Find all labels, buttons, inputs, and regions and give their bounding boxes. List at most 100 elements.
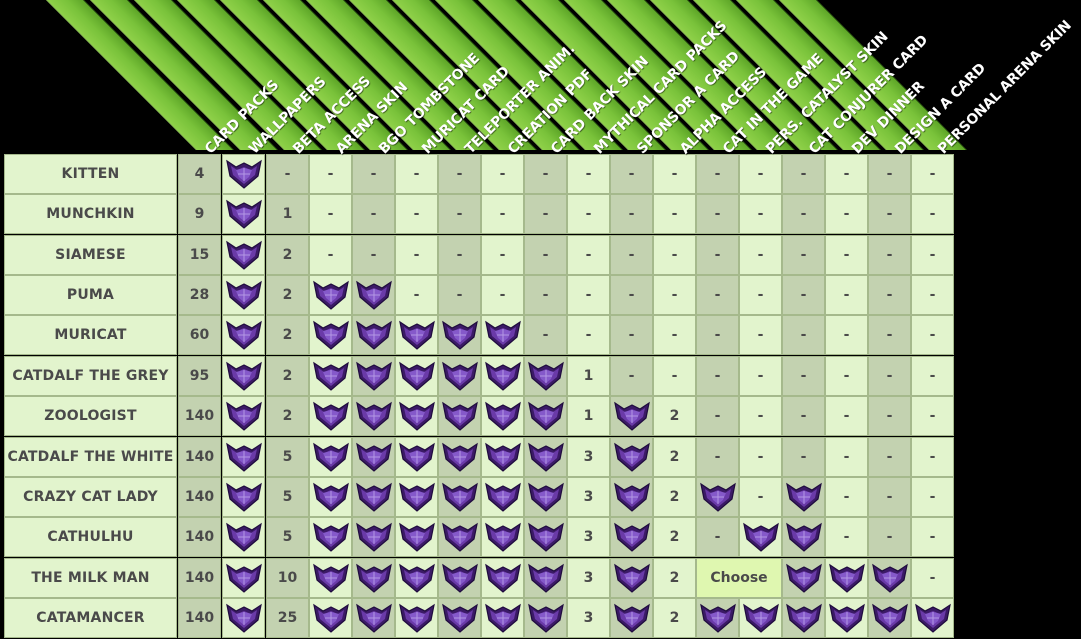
not-included-cell: -	[825, 356, 868, 396]
cat-crest-icon	[441, 401, 478, 431]
not-included-cell: -	[395, 154, 438, 194]
included-cell	[438, 477, 481, 517]
quantity-cell: 3	[567, 437, 610, 477]
not-included-cell: -	[567, 235, 610, 275]
not-included-cell: -	[868, 275, 911, 315]
not-included-cell: -	[524, 275, 567, 315]
cat-crest-icon	[785, 603, 822, 633]
not-included-cell: -	[868, 154, 911, 194]
cat-crest-icon	[355, 603, 392, 633]
not-included-cell: -	[438, 235, 481, 275]
tier-name: KITTEN	[4, 154, 177, 194]
not-included-cell: -	[868, 477, 911, 517]
included-cell	[352, 356, 395, 396]
not-included-cell: -	[739, 356, 782, 396]
not-included-cell: -	[782, 356, 825, 396]
not-included-cell: -	[911, 315, 954, 355]
cat-crest-icon	[398, 603, 435, 633]
cat-crest-icon	[484, 482, 521, 512]
not-included-cell: -	[395, 235, 438, 275]
not-included-cell: -	[739, 315, 782, 355]
not-included-cell: -	[395, 194, 438, 234]
cat-crest-icon	[484, 401, 521, 431]
included-cell	[222, 356, 265, 396]
tier-name: ZOOLOGIST	[4, 396, 177, 436]
quantity-cell: 2	[653, 437, 696, 477]
quantity-cell: 3	[567, 517, 610, 557]
cat-crest-icon	[613, 563, 650, 593]
quantity-cell: 5	[266, 477, 309, 517]
cat-crest-icon	[355, 320, 392, 350]
not-included-cell: -	[825, 154, 868, 194]
not-included-cell: -	[524, 154, 567, 194]
not-included-cell: -	[782, 154, 825, 194]
included-cell	[352, 477, 395, 517]
cat-crest-icon	[441, 361, 478, 391]
included-cell	[352, 558, 395, 598]
included-cell	[352, 437, 395, 477]
cat-crest-icon	[355, 361, 392, 391]
included-cell	[524, 396, 567, 436]
cat-crest-icon	[527, 603, 564, 633]
cat-crest-icon	[312, 442, 349, 472]
tier-name: CATHULHU	[4, 517, 177, 557]
cat-crest-icon	[225, 361, 262, 391]
included-cell	[782, 517, 825, 557]
quantity-cell: 25	[266, 598, 309, 638]
cat-crest-icon	[225, 240, 262, 270]
cat-crest-icon	[355, 522, 392, 552]
cat-crest-icon	[225, 199, 262, 229]
quantity-cell: 28	[178, 275, 221, 315]
cat-crest-icon	[914, 603, 951, 633]
quantity-cell: 2	[266, 315, 309, 355]
included-cell	[610, 477, 653, 517]
cat-crest-icon	[785, 522, 822, 552]
not-included-cell: -	[653, 275, 696, 315]
not-included-cell: -	[309, 154, 352, 194]
included-cell	[222, 315, 265, 355]
not-included-cell: -	[481, 154, 524, 194]
cat-crest-icon	[699, 603, 736, 633]
cat-crest-icon	[225, 159, 262, 189]
not-included-cell: -	[739, 235, 782, 275]
not-included-cell: -	[782, 235, 825, 275]
quantity-cell: 2	[266, 275, 309, 315]
quantity-cell: 10	[266, 558, 309, 598]
included-cell	[309, 275, 352, 315]
cat-crest-icon	[398, 563, 435, 593]
not-included-cell: -	[567, 275, 610, 315]
cat-crest-icon	[441, 563, 478, 593]
column-header-strip: CARD PACKSWALLPAPERSBETA ACCESSARENA SKI…	[0, 0, 1081, 157]
quantity-cell: 5	[266, 437, 309, 477]
not-included-cell: -	[438, 154, 481, 194]
included-cell	[438, 437, 481, 477]
cat-crest-icon	[828, 603, 865, 633]
cat-crest-icon	[527, 482, 564, 512]
included-cell	[739, 598, 782, 638]
not-included-cell: -	[911, 517, 954, 557]
included-cell	[524, 356, 567, 396]
included-cell	[222, 194, 265, 234]
included-cell	[395, 477, 438, 517]
included-cell	[395, 517, 438, 557]
cat-crest-icon	[484, 563, 521, 593]
not-included-cell: -	[696, 396, 739, 436]
choose-button[interactable]: Choose	[696, 558, 782, 598]
included-cell	[610, 396, 653, 436]
not-included-cell: -	[868, 437, 911, 477]
not-included-cell: -	[481, 235, 524, 275]
cat-crest-icon	[398, 522, 435, 552]
quantity-cell: 2	[653, 396, 696, 436]
included-cell	[309, 558, 352, 598]
included-cell	[782, 477, 825, 517]
not-included-cell: -	[911, 154, 954, 194]
included-cell	[395, 396, 438, 436]
not-included-cell: -	[739, 477, 782, 517]
not-included-cell: -	[911, 356, 954, 396]
cat-crest-icon	[785, 563, 822, 593]
quantity-cell: 2	[653, 517, 696, 557]
included-cell	[610, 517, 653, 557]
cat-crest-icon	[312, 361, 349, 391]
cat-crest-icon	[312, 482, 349, 512]
included-cell	[309, 315, 352, 355]
